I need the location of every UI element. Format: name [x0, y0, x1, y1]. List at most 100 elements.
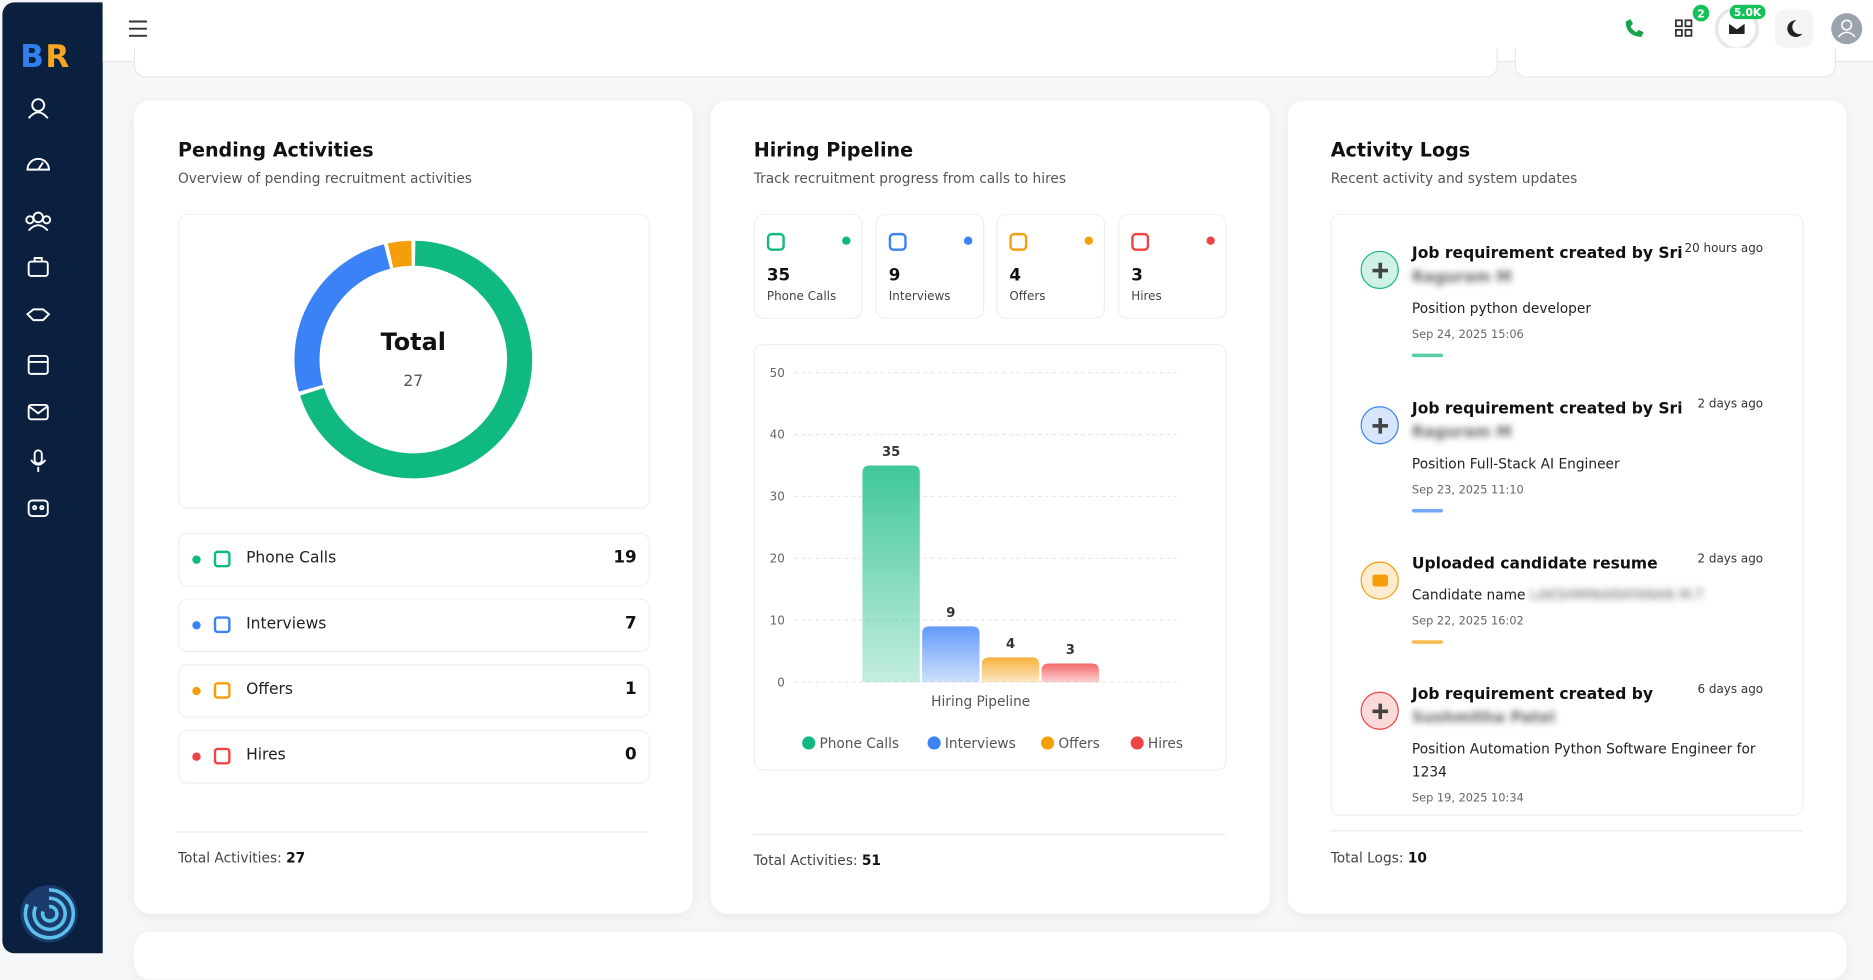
activity-name: Offers	[246, 680, 294, 699]
log-time: 6 days ago	[1697, 683, 1764, 697]
log-time: 20 hours ago	[1684, 242, 1764, 256]
legend-dot	[192, 555, 201, 564]
footer-value: 10	[1407, 849, 1427, 867]
nav-bot[interactable]	[27, 499, 49, 517]
log-date: Sep 19, 2025 10:34	[1411, 791, 1524, 806]
activity-count: 1	[625, 679, 637, 699]
stat-dot	[1084, 236, 1093, 245]
footer: Total Activities: 27	[178, 849, 305, 866]
theme-button[interactable]	[1775, 9, 1814, 48]
footer: Total Logs: 10	[1331, 849, 1427, 866]
footer-label: Total Logs:	[1330, 849, 1404, 867]
log-detail-value: python developer	[1469, 299, 1592, 317]
menu-button[interactable]	[129, 20, 147, 37]
legend-dot	[192, 686, 201, 696]
log-icon-glyph	[1372, 574, 1389, 587]
activity-count: 0	[625, 745, 637, 765]
stat-icon	[1009, 232, 1028, 251]
stat-value: 9	[888, 266, 901, 286]
log-icon	[1360, 691, 1399, 730]
log-user: Raguram M	[1411, 268, 1512, 287]
activity-name: Phone Calls	[246, 549, 337, 568]
stat-dot	[842, 236, 851, 245]
stat-dot	[963, 236, 973, 245]
stat-value: 4	[1009, 266, 1022, 286]
card-title: Activity Logs	[1330, 138, 1471, 162]
activity-icon	[213, 747, 231, 765]
log-detail-label: Position	[1411, 740, 1466, 758]
log-icon-glyph	[1378, 703, 1383, 720]
log-title: Uploaded candidate resume	[1412, 553, 1693, 577]
log-date: Sep 24, 2025 15:06	[1411, 328, 1524, 342]
activity-name: Hires	[246, 746, 286, 765]
log-detail: Position Automation Python Software Engi…	[1412, 738, 1758, 783]
logs-box: Job requirement created by Sri Raguram M…	[1330, 213, 1804, 816]
badge	[1729, 4, 1766, 20]
badge-count: 2	[1697, 7, 1704, 20]
log-detail-label: Position	[1411, 299, 1466, 317]
top-card	[133, 47, 1498, 78]
page: B R 2 5.0K	[2, 2, 1873, 954]
stat-icon	[888, 232, 907, 251]
log-user: Sushmitha Patel	[1411, 709, 1556, 728]
stat-dot	[1206, 236, 1215, 245]
log-time: 2 days ago	[1697, 553, 1764, 567]
log-detail: Position Full-Stack AI Engineer	[1412, 453, 1758, 476]
nav-dashboard[interactable]	[26, 157, 50, 171]
log-accent	[1411, 353, 1443, 358]
log-accent	[1411, 508, 1443, 513]
log-title: Job requirement created by Sri Raguram M	[1412, 398, 1693, 446]
footer-label: Total Activities:	[753, 851, 858, 869]
stat-card: 9 Interviews	[875, 213, 985, 319]
activity-icon	[213, 682, 231, 699]
log-title: Job requirement created by Sushmitha Pat…	[1412, 683, 1693, 731]
log-title-text: Job requirement created by Sri	[1411, 400, 1683, 419]
nav-calendar[interactable]	[27, 355, 49, 375]
log-entry: Uploaded candidate resume 2 days ago Candi…	[1411, 553, 1782, 644]
nav-voice[interactable]	[30, 449, 47, 472]
log-title-text: Uploaded candidate resume	[1411, 555, 1658, 574]
card-subtitle: Overview of pending recruitment activiti…	[177, 169, 472, 187]
nav-team[interactable]	[25, 211, 52, 232]
card-title: Pending Activities	[177, 138, 374, 162]
legend-dot	[192, 752, 201, 761]
mail-icon	[1727, 22, 1746, 36]
avatar[interactable]	[1831, 13, 1863, 45]
logo: R	[45, 39, 69, 75]
log-icon	[1360, 406, 1399, 445]
stat-card: 3 Hires	[1118, 213, 1227, 319]
stat-label: Interviews	[888, 290, 951, 304]
divider	[177, 831, 649, 833]
stat-label: Offers	[1009, 290, 1046, 304]
activity-row: Offers 1	[177, 664, 650, 718]
nav-clients[interactable]	[26, 308, 51, 322]
log-icon-glyph	[1378, 418, 1383, 434]
card-title: Hiring Pipeline	[753, 138, 914, 162]
footer-value: 51	[861, 851, 881, 869]
bottom-logo	[20, 885, 78, 943]
log-user: Raguram M	[1411, 424, 1512, 442]
log-entry: Job requirement created by Sri Raguram M…	[1411, 242, 1782, 358]
log-icon	[1360, 250, 1399, 290]
footer: Total Activities: 51	[754, 852, 881, 869]
stat-card: 35 Phone Calls	[753, 213, 863, 319]
log-entry: Job requirement created by Sri Raguram M…	[1411, 398, 1782, 513]
log-date: Sep 22, 2025 16:02	[1411, 615, 1524, 629]
divider	[753, 833, 1226, 835]
stat-label: Hires	[1131, 290, 1162, 304]
badge	[1692, 4, 1710, 22]
nav-profile[interactable]	[27, 98, 49, 119]
log-icon	[1360, 561, 1399, 600]
stat-label: Phone Calls	[766, 290, 837, 304]
stat-icon	[1131, 232, 1150, 251]
log-title: Job requirement created by Sri Raguram M	[1412, 242, 1693, 290]
bar-chart-box	[753, 344, 1227, 771]
apps-button[interactable]	[1675, 19, 1693, 37]
phone-button[interactable]	[1625, 19, 1644, 38]
footer-value: 27	[286, 849, 306, 867]
nav-mail[interactable]	[27, 403, 49, 421]
legend-dot	[192, 621, 201, 630]
footer-label: Total Activities:	[177, 849, 282, 867]
nav-jobs[interactable]	[27, 257, 49, 277]
stat-value: 35	[766, 266, 791, 286]
